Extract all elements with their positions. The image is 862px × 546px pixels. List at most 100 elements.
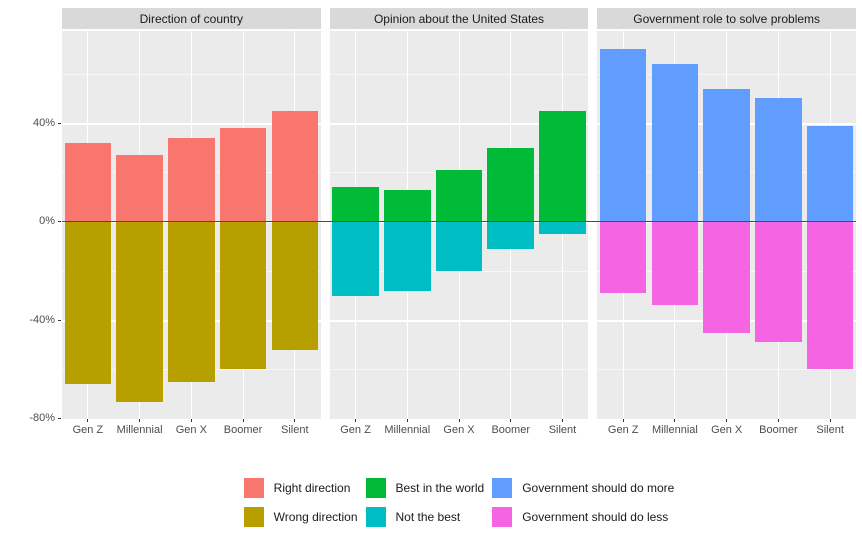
- x-tick-mark: [355, 419, 357, 422]
- gridline-minor: [329, 270, 589, 272]
- legend-label: Right direction: [273, 481, 351, 495]
- facet-strip-title: Opinion about the United States: [329, 8, 589, 29]
- bar: [703, 88, 750, 222]
- x-tick-label: Silent: [281, 424, 309, 436]
- y-tick-mark: [58, 418, 61, 420]
- bar: [539, 221, 586, 234]
- x-tick-mark: [458, 419, 460, 422]
- gridline-minor: [597, 73, 857, 75]
- x-tick-label: Gen X: [443, 424, 475, 436]
- facet-panel: Government role to solve problems Gen Z Mi…: [597, 8, 857, 443]
- plot-area: [597, 31, 857, 419]
- x-tick-mark: [190, 419, 192, 422]
- facet-strip-title: Direction of country: [62, 8, 321, 29]
- x-tick-label: Millennial: [384, 424, 431, 436]
- legend-item: Not the best: [365, 507, 485, 527]
- zero-reference-line: [62, 220, 856, 223]
- x-tick-mark: [87, 419, 89, 422]
- bar: [599, 49, 647, 222]
- y-tick-mark: [58, 122, 61, 124]
- legend-color-key: [492, 478, 513, 498]
- facet-panel: Direction of country Gen Z Millennial Gen X…: [62, 8, 321, 443]
- y-tick-mark: [58, 319, 61, 321]
- gridline-minor: [329, 369, 589, 371]
- legend-item: Government should do more: [492, 478, 674, 498]
- gridline-minor: [329, 73, 589, 75]
- legend-label: Government should do less: [522, 510, 669, 524]
- y-tick-label: -40%: [29, 313, 55, 326]
- facet-panels: Direction of country Gen Z Millennial Gen X…: [62, 8, 857, 443]
- x-tick-label: Gen Z: [340, 424, 371, 436]
- x-tick-label: Silent: [548, 424, 577, 436]
- bar: [487, 221, 534, 249]
- x-tick-mark: [777, 419, 779, 422]
- bar: [599, 221, 647, 294]
- bar: [64, 221, 112, 385]
- x-tick-label: Millennial: [652, 424, 698, 436]
- facet-strip-title: Government role to solve problems: [597, 8, 857, 29]
- bar: [806, 221, 854, 370]
- bar: [651, 64, 699, 222]
- gridline-major: [62, 123, 321, 125]
- x-tick-label: Boomer: [491, 424, 530, 436]
- legend-item: Government should do less: [492, 507, 674, 527]
- bar: [219, 221, 267, 370]
- legend-item: Wrong direction: [243, 507, 358, 527]
- bar: [755, 98, 802, 222]
- y-tick-label: 40%: [32, 116, 55, 129]
- plot-area: [62, 31, 321, 419]
- bar: [271, 221, 319, 350]
- x-tick-label: Boomer: [223, 424, 263, 436]
- x-tick-label: Silent: [816, 424, 844, 436]
- bar: [64, 142, 112, 222]
- x-tick-label: Gen Z: [72, 424, 104, 436]
- gridline-minor: [62, 73, 321, 75]
- x-tick-mark: [561, 419, 563, 422]
- y-tick-label: -80%: [29, 412, 55, 425]
- bar: [383, 189, 431, 222]
- bar: [219, 128, 267, 222]
- x-tick-label: Gen Z: [607, 424, 639, 436]
- y-tick-label: 0%: [39, 215, 55, 228]
- bar: [168, 137, 215, 222]
- x-tick-mark: [139, 419, 141, 422]
- x-axis: Gen Z Millennial Gen X Boomer Silent: [62, 419, 321, 443]
- bar: [487, 147, 534, 222]
- plot-area: [329, 31, 589, 419]
- x-tick-mark: [406, 419, 408, 422]
- x-tick-mark: [829, 419, 831, 422]
- x-tick-label: Millennial: [116, 424, 163, 436]
- bar: [703, 221, 750, 333]
- legend-color-key: [365, 478, 386, 498]
- bar: [539, 110, 586, 222]
- bar: [332, 221, 379, 296]
- x-tick-label: Gen X: [175, 424, 207, 436]
- facet-panel: Opinion about the United States Gen Z Mill…: [329, 8, 589, 443]
- x-tick-label: Gen X: [711, 424, 743, 436]
- bar: [435, 221, 483, 271]
- bar: [435, 169, 483, 222]
- legend-color-key: [243, 507, 264, 527]
- bar: [806, 125, 854, 222]
- legend-item: Best in the world: [365, 478, 484, 498]
- x-tick-mark: [674, 419, 676, 422]
- bar: [651, 221, 699, 306]
- legend-item: Right direction: [243, 478, 358, 498]
- legend-color-key: [365, 507, 386, 527]
- bar: [168, 221, 215, 382]
- x-tick-mark: [294, 419, 296, 422]
- x-tick-label: Boomer: [759, 424, 798, 436]
- bar: [332, 187, 379, 222]
- x-axis: Gen Z Millennial Gen X Boomer Silent: [597, 419, 856, 443]
- bar: [116, 221, 163, 402]
- x-tick-mark: [510, 419, 512, 422]
- y-tick-mark: [58, 221, 61, 223]
- x-axis: Gen Z Millennial Gen X Boomer Silent: [330, 419, 589, 443]
- bar: [383, 221, 431, 291]
- legend-color-key: [243, 478, 264, 498]
- x-tick-mark: [622, 419, 624, 422]
- legend-grid: Right direction Best in the world Governme…: [243, 478, 674, 527]
- legend-color-key: [492, 507, 513, 527]
- gridline-minor: [597, 369, 857, 371]
